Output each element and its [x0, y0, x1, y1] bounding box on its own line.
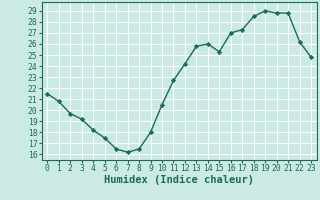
X-axis label: Humidex (Indice chaleur): Humidex (Indice chaleur): [104, 175, 254, 185]
